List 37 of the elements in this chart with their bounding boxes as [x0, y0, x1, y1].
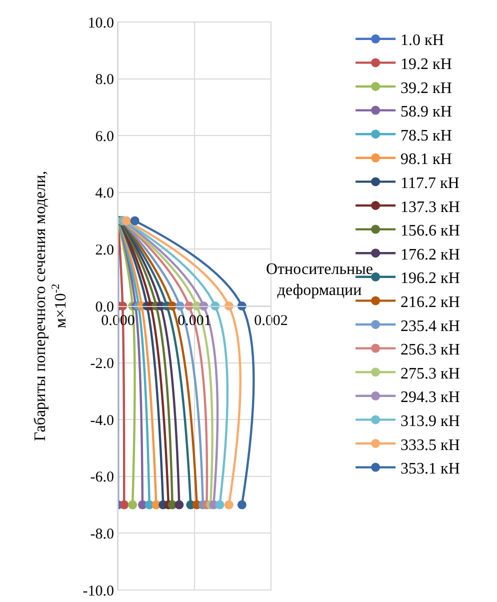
legend-label: 58.9 кН — [400, 104, 452, 121]
point — [128, 500, 138, 510]
legend-label: 156.6 кН — [400, 222, 460, 240]
legend-label: 176.2 кН — [400, 246, 460, 264]
y-tick-label: 4.0 — [95, 186, 114, 202]
legend-label: 313.9 кН — [400, 412, 460, 430]
legend-label: 98.1 кН — [400, 151, 452, 168]
y-tick-label: 8.0 — [95, 72, 114, 88]
point — [174, 500, 184, 510]
y-tick-label: -4.0 — [90, 412, 114, 429]
point — [215, 500, 224, 510]
point — [130, 216, 140, 226]
y-tick-label: -8.0 — [90, 526, 114, 542]
legend-label: 137.3 кН — [400, 198, 460, 216]
y-tick-label: 6.0 — [95, 128, 114, 145]
legend-label: 216.2 кН — [400, 294, 460, 311]
legend-label: 39.2 кН — [400, 80, 452, 97]
legend-label: 333.5 кН — [400, 436, 460, 454]
x-axis-title: Относительные деформации — [266, 261, 373, 299]
legend-label: 1.0 кН — [400, 32, 444, 50]
legend-label: 256.3 кН — [400, 342, 460, 359]
y-tick-label: -10.0 — [82, 583, 114, 600]
y-tick-label: 0.0 — [95, 299, 114, 316]
legend-label: 78.5 кН — [400, 127, 452, 144]
legend-label: 294.3 кН — [400, 389, 460, 406]
point — [237, 500, 246, 510]
legend-label: 117.7 кН — [400, 174, 460, 192]
y-tick-label: -2.0 — [90, 356, 114, 372]
y-tick-label: -6.0 — [90, 470, 114, 486]
y-tick-label: 10.0 — [88, 15, 114, 32]
legend-label: 275.3 кН — [400, 365, 460, 382]
legend-label: 353.1 кН — [400, 460, 460, 478]
point — [224, 500, 234, 510]
legend-label: 19.2 кН — [400, 56, 452, 73]
legend-label: 235.4 кН — [400, 318, 460, 335]
legend-label: 196.2 кН — [400, 270, 460, 288]
y-tick-label: 2.0 — [95, 242, 114, 258]
